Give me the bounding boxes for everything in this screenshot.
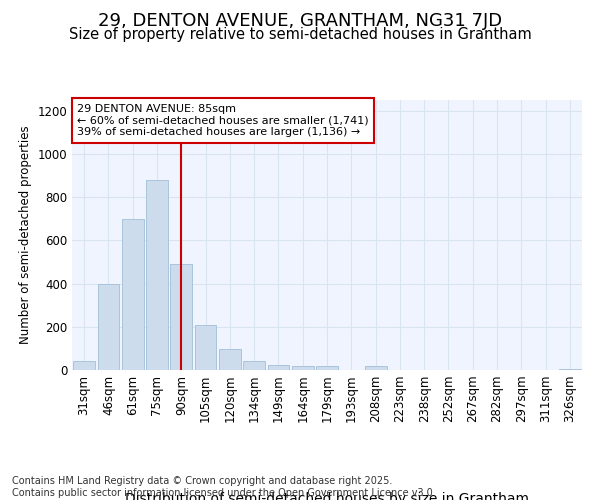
Bar bbox=[73, 362, 95, 370]
Bar bbox=[146, 180, 168, 370]
Text: Size of property relative to semi-detached houses in Grantham: Size of property relative to semi-detach… bbox=[68, 28, 532, 42]
Text: Contains HM Land Registry data © Crown copyright and database right 2025.
Contai: Contains HM Land Registry data © Crown c… bbox=[12, 476, 436, 498]
Bar bbox=[170, 264, 192, 370]
Bar bbox=[219, 350, 241, 370]
Bar bbox=[194, 324, 217, 370]
Y-axis label: Number of semi-detached properties: Number of semi-detached properties bbox=[19, 126, 32, 344]
Bar bbox=[243, 362, 265, 370]
Bar bbox=[122, 219, 143, 370]
Bar bbox=[292, 366, 314, 370]
Bar bbox=[97, 284, 119, 370]
Bar bbox=[559, 369, 581, 370]
Bar bbox=[316, 366, 338, 370]
Text: 29 DENTON AVENUE: 85sqm
← 60% of semi-detached houses are smaller (1,741)
39% of: 29 DENTON AVENUE: 85sqm ← 60% of semi-de… bbox=[77, 104, 369, 137]
Bar bbox=[268, 364, 289, 370]
Text: 29, DENTON AVENUE, GRANTHAM, NG31 7JD: 29, DENTON AVENUE, GRANTHAM, NG31 7JD bbox=[98, 12, 502, 30]
Bar bbox=[365, 366, 386, 370]
X-axis label: Distribution of semi-detached houses by size in Grantham: Distribution of semi-detached houses by … bbox=[125, 492, 529, 500]
